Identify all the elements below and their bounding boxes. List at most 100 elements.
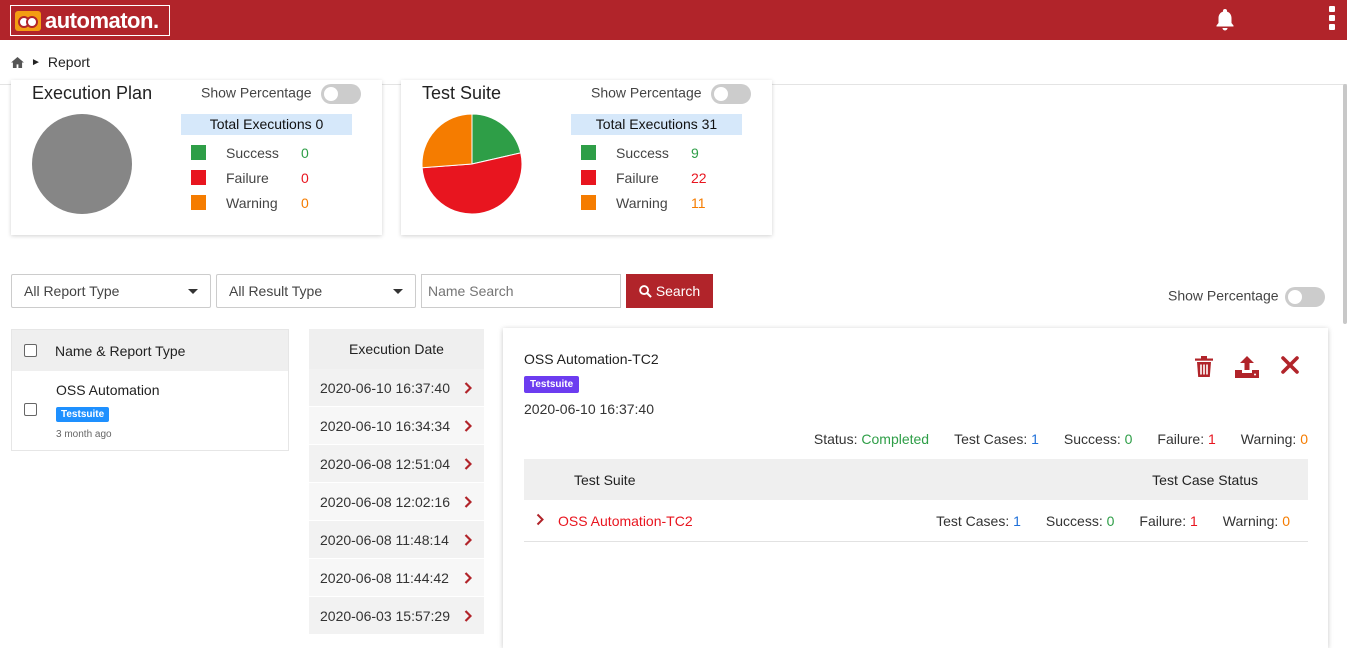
home-icon[interactable]	[11, 56, 24, 68]
pie-slice-success	[471, 113, 522, 165]
close-icon[interactable]	[1281, 356, 1299, 374]
warning-value: 0	[1282, 513, 1290, 529]
table-row[interactable]: OSS Automation-TC2 Test Cases: 1 Success…	[524, 500, 1308, 542]
status-label: Status:	[813, 431, 858, 447]
legend-label: Success	[616, 144, 669, 161]
success-value: 0	[1124, 431, 1133, 447]
chevron-right-icon[interactable]	[464, 381, 472, 394]
row-failure: Failure: 1	[1139, 513, 1197, 529]
show-percentage-label: Show Percentage	[1168, 287, 1279, 304]
chevron-down-icon	[393, 289, 403, 294]
execution-date-value: 2020-06-08 11:48:14	[320, 531, 449, 548]
execution-date-list: Execution Date 2020-06-10 16:37:40 2020-0…	[309, 329, 484, 635]
search-button[interactable]: Search	[626, 274, 713, 308]
test-suite-table-header: Test Suite Test Case Status	[524, 459, 1308, 500]
chevron-right-icon[interactable]	[464, 609, 472, 622]
show-percentage-toggle[interactable]	[711, 84, 752, 104]
warning-value: 0	[1300, 431, 1308, 447]
bell-icon[interactable]	[1213, 7, 1237, 31]
execution-date-header: Execution Date	[309, 329, 484, 369]
failure-swatch	[581, 170, 596, 185]
pie-slice-failure	[421, 152, 523, 215]
legend: Success 0 Failure 0 Warning 0	[191, 140, 309, 215]
list-item[interactable]: OSS Automation Testsuite 3 month ago	[12, 371, 288, 440]
report-age: 3 month ago	[56, 429, 112, 440]
detail-type-badge: Testsuite	[524, 376, 580, 393]
failure-label: Failure:	[1157, 431, 1205, 447]
execution-date-row[interactable]: 2020-06-10 16:37:40	[309, 369, 484, 407]
report-list-header: Name & Report Type	[12, 330, 288, 371]
test-suite-pie-chart	[421, 113, 523, 215]
detail-actions	[1195, 356, 1321, 378]
test-suite-link[interactable]: OSS Automation-TC2	[558, 513, 693, 529]
trash-icon[interactable]	[1195, 356, 1213, 377]
execution-date-row[interactable]: 2020-06-08 12:51:04	[309, 445, 484, 483]
item-checkbox[interactable]	[24, 403, 37, 416]
execution-date-value: 2020-06-10 16:34:34	[320, 417, 450, 434]
failure-value: 1	[1190, 513, 1198, 529]
result-type-value: All Result Type	[229, 283, 323, 299]
test-cases-label: Test Cases:	[954, 431, 1028, 447]
test-cases-value: 1	[1013, 513, 1021, 529]
result-type-select[interactable]: All Result Type	[216, 274, 416, 308]
legend-label: Success	[226, 144, 279, 161]
legend-value: 0	[301, 144, 309, 161]
legend-value: 9	[691, 144, 699, 161]
logo-text: automaton.	[45, 7, 159, 33]
legend-value: 0	[301, 169, 309, 186]
chevron-right-icon[interactable]	[464, 419, 472, 432]
show-percentage-control: Show Percentage	[591, 84, 752, 104]
warning-label: Warning:	[1222, 513, 1279, 529]
legend-failure: Failure 22	[581, 165, 707, 190]
show-percentage-toggle[interactable]	[321, 84, 362, 104]
name-search-input[interactable]	[421, 274, 621, 308]
execution-plan-card: Execution Plan Show Percentage Total Exe…	[11, 80, 382, 235]
show-percentage-toggle[interactable]	[1285, 287, 1326, 307]
legend-success: Success 9	[581, 140, 707, 165]
breadcrumb: ► Report	[11, 52, 90, 72]
failure-label: Failure:	[1139, 513, 1187, 529]
legend-value: 22	[691, 169, 707, 186]
legend-value: 0	[301, 194, 309, 211]
execution-date-value: 2020-06-03 15:57:29	[320, 607, 450, 624]
chevron-right-icon[interactable]	[464, 457, 472, 470]
total-executions: Total Executions 31	[571, 114, 742, 135]
show-percentage-control: Show Percentage	[201, 84, 362, 104]
execution-date-row[interactable]: 2020-06-08 12:02:16	[309, 483, 484, 521]
chevron-right-icon[interactable]	[464, 571, 472, 584]
test-suite-card: Test Suite Show Percentage Total Executi…	[401, 80, 772, 235]
top-bar: automaton.	[0, 0, 1347, 40]
legend-label: Failure	[616, 169, 659, 186]
execution-date-row[interactable]: 2020-06-03 15:57:29	[309, 597, 484, 635]
chevron-right-icon[interactable]	[464, 495, 472, 508]
legend-warning: Warning 0	[191, 190, 309, 215]
show-percentage-label: Show Percentage	[591, 84, 702, 101]
legend-value: 11	[691, 194, 706, 211]
select-all-checkbox[interactable]	[24, 344, 37, 357]
upload-icon[interactable]	[1235, 356, 1259, 378]
report-type-select[interactable]: All Report Type	[11, 274, 211, 308]
warning-swatch	[191, 195, 206, 210]
execution-date-row[interactable]: 2020-06-10 16:34:34	[309, 407, 484, 445]
scrollbar[interactable]	[1343, 84, 1347, 324]
breadcrumb-separator: ►	[31, 56, 41, 68]
chevron-right-icon[interactable]	[464, 533, 472, 546]
failure-swatch	[191, 170, 206, 185]
show-percentage-label: Show Percentage	[201, 84, 312, 101]
chevron-right-icon[interactable]	[536, 513, 544, 526]
status-value: Completed	[861, 431, 930, 447]
success-swatch	[581, 145, 596, 160]
kebab-menu-icon[interactable]	[1327, 6, 1337, 36]
execution-date-value: 2020-06-08 11:44:42	[320, 569, 449, 586]
legend-success: Success 0	[191, 140, 309, 165]
success-value: 0	[1106, 513, 1115, 529]
success-swatch	[191, 145, 206, 160]
row-success: Success: 0	[1046, 513, 1115, 529]
breadcrumb-current: Report	[47, 54, 90, 70]
show-percentage-control: Show Percentage	[1168, 287, 1326, 307]
legend-warning: Warning 11	[581, 190, 707, 215]
execution-date-row[interactable]: 2020-06-08 11:44:42	[309, 559, 484, 597]
search-button-label: Search	[655, 283, 701, 299]
automaton-logo[interactable]: automaton.	[10, 5, 170, 36]
execution-date-row[interactable]: 2020-06-08 11:48:14	[309, 521, 484, 559]
